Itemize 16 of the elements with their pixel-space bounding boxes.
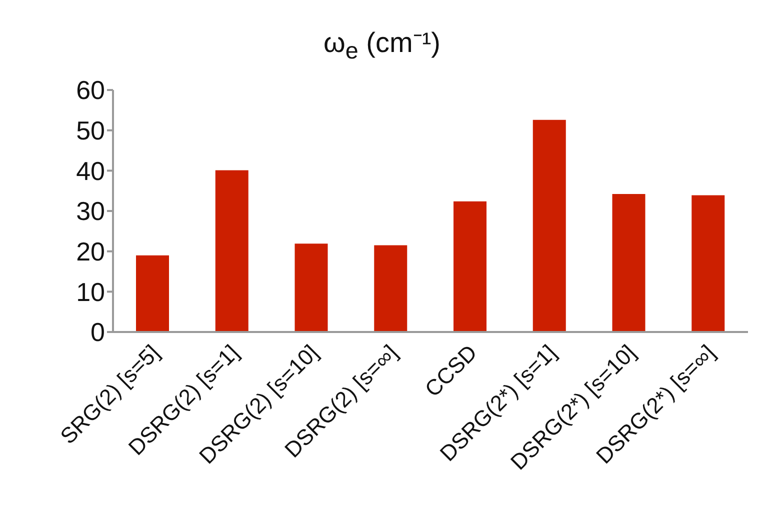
bar xyxy=(294,244,328,332)
y-tick-label: 50 xyxy=(76,116,105,146)
bar xyxy=(612,194,646,332)
bar xyxy=(136,255,169,332)
bar xyxy=(692,195,725,332)
y-tick-label: 10 xyxy=(76,276,105,307)
y-tick-label: 40 xyxy=(76,156,105,186)
y-tick-label: 0 xyxy=(90,317,105,348)
y-tick-label: 30 xyxy=(76,196,105,226)
chart-title: ω$_{e}$ (cm⁻¹) xyxy=(322,26,442,65)
y-tick-label: 60 xyxy=(76,75,105,106)
bar xyxy=(532,120,566,332)
bar xyxy=(215,170,248,332)
y-tick-label: 20 xyxy=(76,236,105,267)
bar xyxy=(454,201,486,332)
bar xyxy=(374,245,408,332)
